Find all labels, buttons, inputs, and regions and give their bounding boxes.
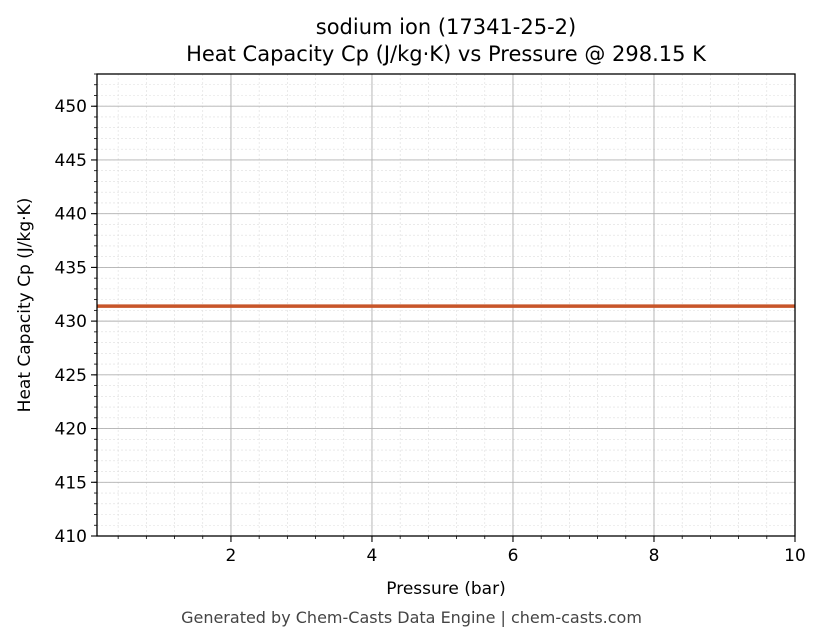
y-tick-label: 425 <box>55 366 87 386</box>
x-tick-label: 8 <box>649 546 660 566</box>
y-tick-label: 445 <box>55 151 87 171</box>
y-tick-label: 410 <box>55 527 87 547</box>
footer-credit: Generated by Chem-Casts Data Engine | ch… <box>181 608 642 627</box>
ticks <box>91 73 796 542</box>
y-axis-label: Heat Capacity Cp (J/kg·K) <box>15 198 35 413</box>
y-tick-label: 440 <box>55 205 87 225</box>
x-tick-label: 2 <box>226 546 237 566</box>
y-tick-label: 430 <box>55 312 87 332</box>
x-tick-label: 4 <box>367 546 378 566</box>
x-axis-label: Pressure (bar) <box>386 579 505 599</box>
x-tick-label: 10 <box>784 546 806 566</box>
y-tick-label: 420 <box>55 420 87 440</box>
plot-frame <box>96 73 796 537</box>
tick-labels: 2 4 6 8 10 410 415 420 425 430 435 440 445 450 <box>55 97 806 566</box>
chart-title-line-1: sodium ion (17341-25-2) <box>316 15 577 39</box>
chart: sodium ion (17341-25-2) Heat Capacity Cp… <box>15 15 806 599</box>
y-tick-label: 415 <box>55 473 87 493</box>
y-tick-label: 435 <box>55 258 87 278</box>
chart-title-line-2: Heat Capacity Cp (J/kg·K) vs Pressure @ … <box>186 42 707 66</box>
x-tick-label: 6 <box>508 546 519 566</box>
y-tick-label: 450 <box>55 97 87 117</box>
